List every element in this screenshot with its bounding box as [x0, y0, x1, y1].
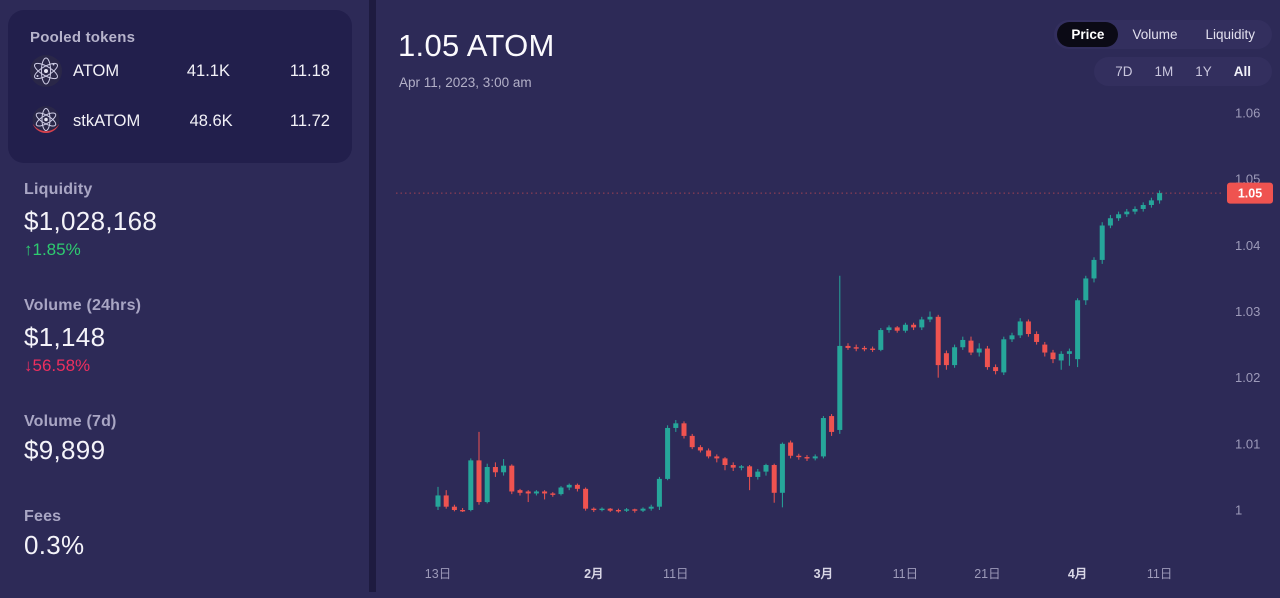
token-name: ATOM: [73, 61, 120, 80]
range-7d[interactable]: 7D: [1104, 59, 1143, 84]
stat-label: Volume (7d): [24, 413, 117, 430]
stat-change-up: ↑1.85%: [24, 240, 81, 259]
svg-text:11日: 11日: [1147, 567, 1172, 581]
stat-fees: Fees 0.3%: [24, 508, 344, 561]
stat-label: Fees: [24, 508, 62, 525]
range-all[interactable]: All: [1223, 59, 1262, 84]
stat-value: $1,028,168: [24, 206, 158, 236]
stat-volume-7d: Volume (7d) $9,899: [24, 413, 344, 466]
stat-liquidity: Liquidity $1,028,168 ↑1.85%: [24, 181, 344, 260]
token-value: 11.72: [289, 111, 330, 130]
token-amount: 41.1K: [186, 61, 230, 80]
svg-text:13日: 13日: [425, 567, 451, 581]
current-price-title: 1.05 ATOM: [398, 28, 555, 63]
pooled-tokens-card: Pooled tokens ATOM: [8, 10, 352, 163]
stat-value: $9,899: [24, 435, 106, 465]
price-timestamp: Apr 11, 2023, 3:00 am: [399, 75, 532, 90]
svg-text:1.06: 1.06: [1235, 106, 1260, 121]
stat-value: 0.3%: [24, 530, 85, 560]
svg-text:11日: 11日: [893, 567, 918, 581]
stat-label: Liquidity: [24, 181, 93, 198]
metric-toggle: Price Volume Liquidity: [1054, 20, 1272, 49]
svg-text:11日: 11日: [663, 567, 688, 581]
atom-icon: [30, 55, 62, 87]
range-1y[interactable]: 1Y: [1184, 59, 1223, 84]
tab-price[interactable]: Price: [1057, 22, 1119, 47]
svg-text:1.03: 1.03: [1235, 304, 1260, 319]
tab-liquidity[interactable]: Liquidity: [1191, 22, 1269, 47]
stat-value: $1,148: [24, 322, 106, 352]
chart-panel: 1.05 ATOM Apr 11, 2023, 3:00 am Price Vo…: [376, 0, 1280, 592]
token-amount: 48.6K: [189, 111, 233, 130]
range-toggle: 7D 1M 1Y All: [1094, 57, 1272, 86]
svg-text:2月: 2月: [584, 567, 603, 581]
svg-text:21日: 21日: [974, 567, 1000, 581]
tab-volume[interactable]: Volume: [1118, 22, 1191, 47]
svg-text:1: 1: [1235, 503, 1242, 518]
stat-volume-24h: Volume (24hrs) $1,148 ↓56.58%: [24, 297, 344, 376]
sidebar-divider: [369, 0, 376, 592]
token-row-atom: ATOM 41.1K 11.18: [30, 46, 330, 96]
candlestick-chart[interactable]: 1.06 1.05 1.04 1.03 1.02 1.01 1 13日 2月 11日 3月 11日 21…: [386, 95, 1280, 592]
token-value: 11.18: [289, 61, 330, 80]
pool-stats: Liquidity $1,028,168 ↑1.85% Volume (24hr…: [24, 181, 344, 598]
stkatom-icon: [30, 105, 62, 137]
stat-label: Volume (24hrs): [24, 297, 142, 314]
svg-text:1.05: 1.05: [1238, 187, 1262, 201]
stat-change-down: ↓56.58%: [24, 356, 91, 375]
token-row-stkatom: stkATOM 48.6K 11.72: [30, 96, 330, 146]
svg-text:4月: 4月: [1068, 567, 1087, 581]
svg-text:1.04: 1.04: [1235, 238, 1260, 253]
svg-text:3月: 3月: [814, 567, 833, 581]
pooled-tokens-title: Pooled tokens: [30, 29, 136, 46]
token-name: stkATOM: [73, 111, 141, 130]
range-1m[interactable]: 1M: [1143, 59, 1184, 84]
sidebar: Pooled tokens ATOM: [0, 0, 369, 592]
svg-text:1.02: 1.02: [1235, 370, 1260, 385]
svg-text:1.01: 1.01: [1235, 436, 1260, 451]
